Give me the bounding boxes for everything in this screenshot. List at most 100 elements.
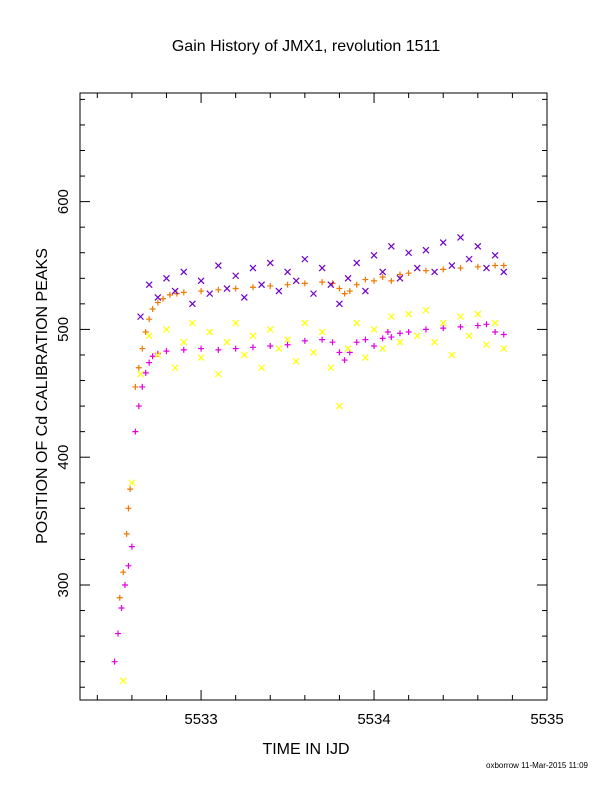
data-point (258, 364, 266, 372)
data-point (318, 264, 326, 272)
data-point (154, 299, 161, 306)
data-point (132, 383, 139, 390)
data-point (465, 332, 473, 340)
data-point (180, 338, 188, 346)
data-point (160, 295, 167, 302)
data-point (142, 328, 149, 335)
data-point (149, 305, 156, 312)
data-point (405, 328, 412, 335)
data-point (146, 359, 153, 366)
data-point (371, 277, 378, 284)
data-point (492, 262, 499, 269)
data-point (371, 343, 378, 350)
data-point (145, 281, 153, 289)
data-point (206, 328, 214, 336)
data-point (249, 344, 256, 351)
data-point (258, 281, 266, 289)
data-point (379, 345, 387, 353)
data-point (189, 300, 196, 308)
data-point (388, 334, 395, 341)
data-point (206, 290, 214, 298)
data-point (149, 353, 156, 360)
data-point (353, 259, 361, 267)
axis-ticks: 5533 5534 5535 300 400 500 600 (55, 93, 564, 728)
data-point (341, 357, 348, 364)
data-point (240, 351, 248, 359)
data-point (353, 319, 361, 327)
data-point (284, 281, 291, 288)
data-point (370, 325, 378, 333)
data-point (405, 270, 412, 277)
data-point (457, 233, 464, 241)
data-point (266, 325, 274, 333)
data-point (336, 402, 343, 410)
data-point (336, 285, 343, 292)
data-point (214, 262, 222, 269)
data-point (301, 319, 309, 327)
y-tick-label: 400 (55, 445, 72, 470)
data-point (146, 316, 153, 323)
plot-frame (79, 92, 548, 701)
data-point (353, 339, 360, 346)
data-point (327, 281, 335, 289)
data-point (128, 479, 136, 487)
data-point (361, 287, 369, 295)
data-point (135, 364, 142, 371)
data-marks (111, 233, 508, 685)
data-point (275, 287, 283, 295)
data-point (198, 288, 205, 295)
data-point (163, 348, 170, 355)
data-point (125, 562, 132, 569)
data-point (344, 345, 352, 353)
data-point (310, 348, 317, 356)
data-point (180, 346, 187, 353)
data-point (310, 290, 317, 298)
data-point (128, 543, 135, 550)
x-tick-label: 5533 (184, 711, 217, 728)
data-point (154, 351, 162, 359)
data-point (500, 268, 508, 276)
data-point (215, 346, 222, 353)
data-point (344, 274, 352, 282)
data-point (319, 279, 326, 286)
data-point (137, 313, 144, 321)
data-point (387, 242, 395, 250)
data-point (166, 291, 173, 298)
data-point (483, 264, 490, 272)
data-point (387, 313, 395, 321)
data-point (396, 274, 404, 282)
data-point (379, 268, 387, 276)
data-point (396, 330, 403, 337)
data-point (353, 281, 360, 288)
data-point (198, 345, 205, 352)
data-point (120, 569, 127, 576)
data-point (361, 354, 369, 361)
data-point (123, 530, 130, 537)
data-point (500, 345, 508, 353)
data-point (336, 349, 343, 356)
data-point (379, 274, 386, 281)
x-axis-label: TIME IN IJD (262, 741, 349, 758)
data-point (500, 262, 507, 269)
data-point (232, 319, 240, 327)
data-point (396, 338, 404, 346)
data-point (431, 268, 438, 276)
data-point (346, 288, 353, 295)
data-point (215, 286, 222, 293)
data-point (483, 321, 490, 328)
series-0 (116, 262, 507, 601)
data-point (111, 658, 118, 665)
data-point (180, 268, 188, 276)
data-point (119, 677, 127, 685)
data-point (474, 310, 482, 318)
data-point (137, 370, 144, 378)
data-point (341, 290, 348, 297)
data-point (223, 338, 231, 346)
data-point (163, 274, 170, 282)
data-point (266, 259, 274, 267)
data-point (301, 255, 309, 263)
data-point (275, 345, 283, 353)
series-3 (119, 306, 508, 685)
data-point (405, 249, 413, 257)
